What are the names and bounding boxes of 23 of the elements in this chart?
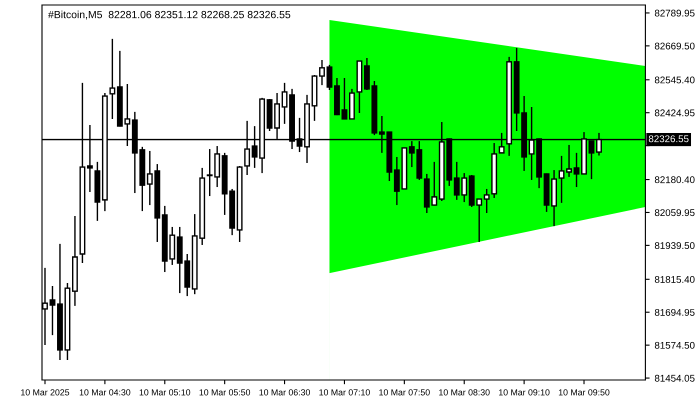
x-tick-label: 10 Mar 2025: [21, 389, 70, 396]
x-tick-label: 10 Mar 07:50: [379, 389, 430, 396]
y-tick-label: 82545.40: [654, 76, 695, 84]
y-tick-label: 81815.40: [654, 276, 695, 283]
y-tick-label: 82059.95: [654, 209, 695, 216]
x-tick-label: 10 Mar 09:10: [499, 389, 550, 396]
ref-line-label: 82326.55: [648, 135, 689, 142]
x-tick-label: 10 Mar 04:30: [80, 389, 130, 396]
y-tick-label: 82180.40: [654, 176, 695, 184]
y-tick-label: 82669.50: [654, 42, 695, 50]
x-tick-label: 10 Mar 05:50: [200, 389, 250, 396]
y-tick-label: 81454.05: [654, 374, 695, 382]
x-tick-label: 10 Mar 05:10: [140, 389, 190, 396]
y-tick-label: 82424.95: [654, 109, 695, 116]
x-tick-label: 10 Mar 08:30: [439, 389, 490, 396]
y-tick-label: 81939.50: [654, 242, 695, 250]
y-tick-label: 81694.95: [654, 308, 695, 316]
x-tick-label: 10 Mar 07:10: [319, 389, 370, 396]
x-tick-label: 10 Mar 06:30: [259, 389, 310, 396]
y-tick-label: 81574.50: [654, 342, 695, 349]
y-tick-label: 82789.95: [654, 10, 695, 17]
chart-title: #Bitcoin,M5 82281.06 82351.12 82268.25 82326.55: [48, 10, 290, 20]
x-tick-label: 10 Mar 09:50: [558, 389, 610, 396]
